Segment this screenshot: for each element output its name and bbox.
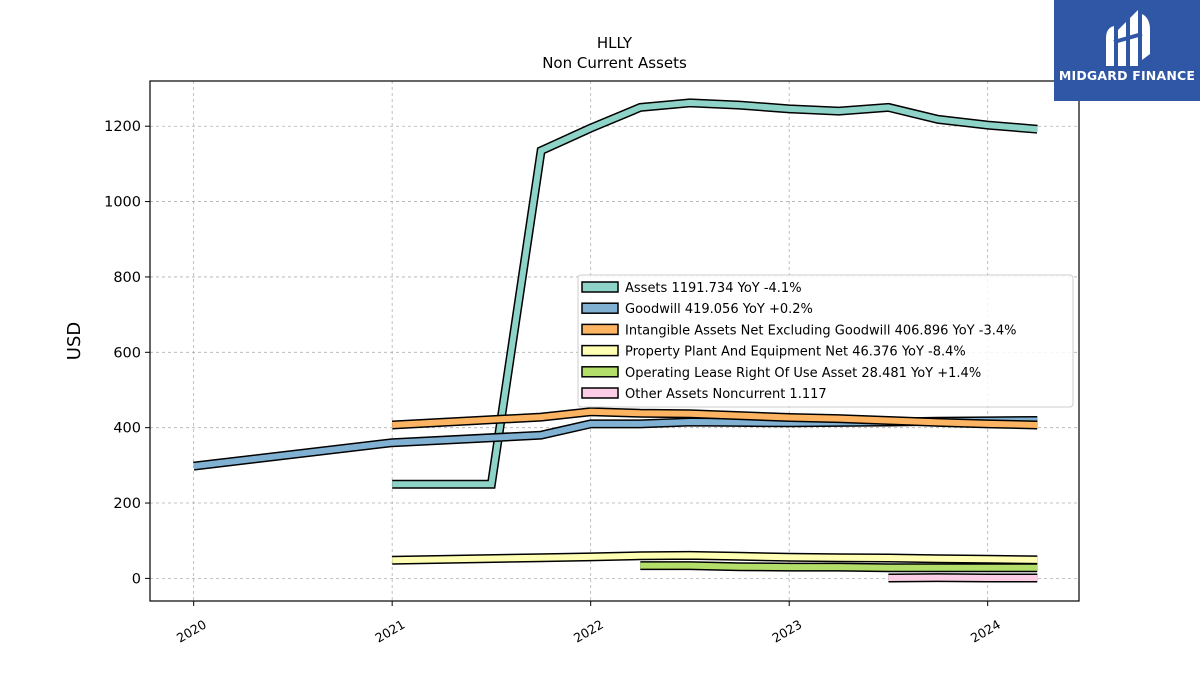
legend-swatch bbox=[581, 387, 619, 399]
logo: MIDGARD FINANCE bbox=[1054, 0, 1200, 101]
x-tick-label: 2022 bbox=[571, 617, 606, 646]
legend-swatch bbox=[581, 366, 619, 378]
legend-swatch bbox=[581, 302, 619, 314]
series-line-3 bbox=[392, 550, 1038, 565]
logo-icon bbox=[1106, 10, 1150, 66]
axes-frame bbox=[149, 80, 1080, 602]
y-axis-label: USD bbox=[64, 322, 85, 360]
legend-box bbox=[577, 274, 1074, 408]
logo-text: MIDGARD FINANCE bbox=[1058, 68, 1196, 83]
legend-label: Operating Lease Right Of Use Asset 28.48… bbox=[625, 366, 981, 381]
chart-subtitle: Non Current Assets bbox=[542, 54, 687, 72]
legend-label: Intangible Assets Net Excluding Goodwill… bbox=[625, 323, 1016, 338]
series-line bbox=[392, 99, 1038, 488]
x-tick-label: 2024 bbox=[968, 617, 1003, 646]
y-tick-label: 1000 bbox=[104, 195, 141, 211]
series-line bbox=[392, 408, 1038, 428]
y-tick-label: 200 bbox=[113, 496, 141, 512]
legend-label: Goodwill 419.056 YoY +0.2% bbox=[625, 302, 813, 317]
y-tick-label: 800 bbox=[113, 270, 141, 286]
series-line bbox=[640, 562, 1038, 571]
y-tick-label: 0 bbox=[132, 571, 141, 587]
series-line-4 bbox=[640, 561, 1038, 573]
x-tick-label: 2020 bbox=[174, 617, 209, 646]
series-line bbox=[392, 552, 1038, 564]
y-tick-label: 1200 bbox=[104, 119, 141, 135]
x-tick-label: 2023 bbox=[769, 617, 804, 646]
y-tick-label: 400 bbox=[113, 421, 141, 437]
plot-area bbox=[193, 98, 1038, 583]
legend-label: Assets 1191.734 YoY -4.1% bbox=[625, 281, 802, 296]
legend: Assets 1191.734 YoY -4.1% Goodwill 419.05… bbox=[577, 274, 1074, 408]
series-line-0 bbox=[392, 98, 1038, 489]
x-tick-label: 2021 bbox=[372, 617, 407, 646]
legend-swatch bbox=[581, 323, 619, 336]
legend-label: Other Assets Noncurrent 1.117 bbox=[625, 387, 827, 402]
chart-title: HLLY bbox=[597, 34, 633, 52]
y-tick-label: 600 bbox=[113, 345, 141, 361]
legend-label: Property Plant And Equipment Net 46.376 … bbox=[625, 345, 966, 360]
series-line-2 bbox=[391, 407, 1038, 430]
legend-swatch bbox=[581, 281, 619, 293]
legend-swatch bbox=[581, 344, 619, 357]
